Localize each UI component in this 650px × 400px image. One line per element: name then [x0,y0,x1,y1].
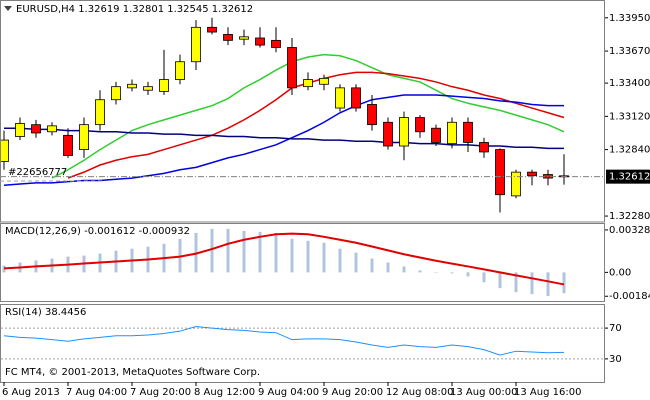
symbol-icon [4,6,12,11]
candle-body [127,83,137,89]
candle-body [351,87,361,109]
macd-bar [562,272,566,294]
rsi-frame [0,304,605,383]
macd-bar [370,258,374,273]
candle-body [239,36,249,40]
macd-bar [482,272,486,283]
x-tick-label: 9 Aug 04:00 [258,387,319,398]
y-tick-label: 1.33950 [609,13,650,24]
x-tick-label: 9 Aug 20:00 [322,387,383,398]
candle-body [191,26,201,63]
candle-body [319,77,329,85]
y-tick-label: 1.33120 [609,111,650,122]
x-tick-label: 13 Aug 16:00 [514,387,581,398]
rsi-title: RSI(14) 38.4456 [5,307,86,318]
candle-body [495,149,505,196]
order-label: #22656777 [8,167,67,178]
macd-bar [258,231,262,273]
macd-bar [514,272,518,293]
candle-body [175,61,185,80]
y-tick-label: 1.32840 [609,145,650,156]
macd-frame [0,223,605,302]
x-tick-label: 13 Aug 00:00 [450,387,517,398]
macd-bar [306,240,310,273]
candle-body [399,117,409,147]
price-box [606,169,650,184]
candle-body [15,123,25,137]
candle-body [207,26,217,33]
moving-average [67,71,565,179]
candle-body [367,104,377,126]
macd-bar [226,228,230,273]
candle-body [271,39,281,48]
macd-bar [210,228,214,273]
candle-body [223,34,233,41]
candle-body [287,47,297,89]
y-tick-label: 30 [609,354,622,365]
candle-body [335,87,345,109]
candle-body [95,99,105,126]
signal-line [3,232,565,286]
x-tick-label: 12 Aug 08:00 [386,387,453,398]
rsi-line [3,326,565,356]
candle-body [463,121,473,143]
y-tick-label: -0.001845 [609,291,650,302]
macd-bar [338,248,342,273]
macd-bar [434,272,438,273]
candle-body [0,139,9,162]
candle-body [111,86,121,101]
macd-bar [450,272,454,274]
candle-body [431,127,441,143]
candle-body [143,86,153,91]
candle-body [527,171,537,177]
candle-body [63,134,73,156]
moving-average [4,127,564,150]
moving-average [51,53,565,179]
y-tick-label: 70 [609,323,622,334]
y-tick-label: 1.32280 [609,211,650,222]
macd-bar [354,252,358,273]
y-tick-label: 1.33400 [609,78,650,89]
macd-title: MACD(12,26,9) -0.001612 -0.000932 [5,226,190,237]
footer: FC MT4, © 2001-2013, MetaQuotes Software… [5,367,260,378]
x-tick-label: 7 Aug 20:00 [130,387,191,398]
candle-body [383,121,393,147]
candle-body [31,124,41,134]
y-tick-label: 1.33670 [609,46,650,57]
x-tick-label: 6 Aug 2013 [2,387,60,398]
macd-bar [322,242,326,273]
macd-bar [242,230,246,273]
macd-bar [546,272,550,297]
moving-average [3,94,564,186]
plot-layer [0,17,605,360]
chart-title: EURUSD,H4 1.32619 1.32801 1.32545 1.3261… [16,4,253,15]
macd-bar [386,262,390,273]
candle-body [79,124,89,150]
macd-bar [2,265,6,273]
macd-bar [498,272,502,289]
macd-bar [402,266,406,273]
macd-bar [290,238,294,273]
y-tick-label: 0.003281 [609,225,650,236]
candle-body [511,171,521,197]
candle-body [415,117,425,133]
candle-body [159,79,169,92]
candle-body [47,125,57,133]
candle-body [447,121,457,145]
candle-body [303,79,313,88]
candle-body [255,37,265,46]
macd-bar [274,232,278,273]
candle-body [479,142,489,153]
current-price: 1.32612 [609,172,650,183]
macd-bar [418,270,422,273]
macd-bar [530,272,534,295]
x-tick-label: 8 Aug 12:00 [194,387,255,398]
macd-bar [466,272,470,277]
y-tick-label: 0.00 [609,267,631,278]
main-frame [0,0,605,223]
x-tick-label: 7 Aug 04:00 [66,387,127,398]
